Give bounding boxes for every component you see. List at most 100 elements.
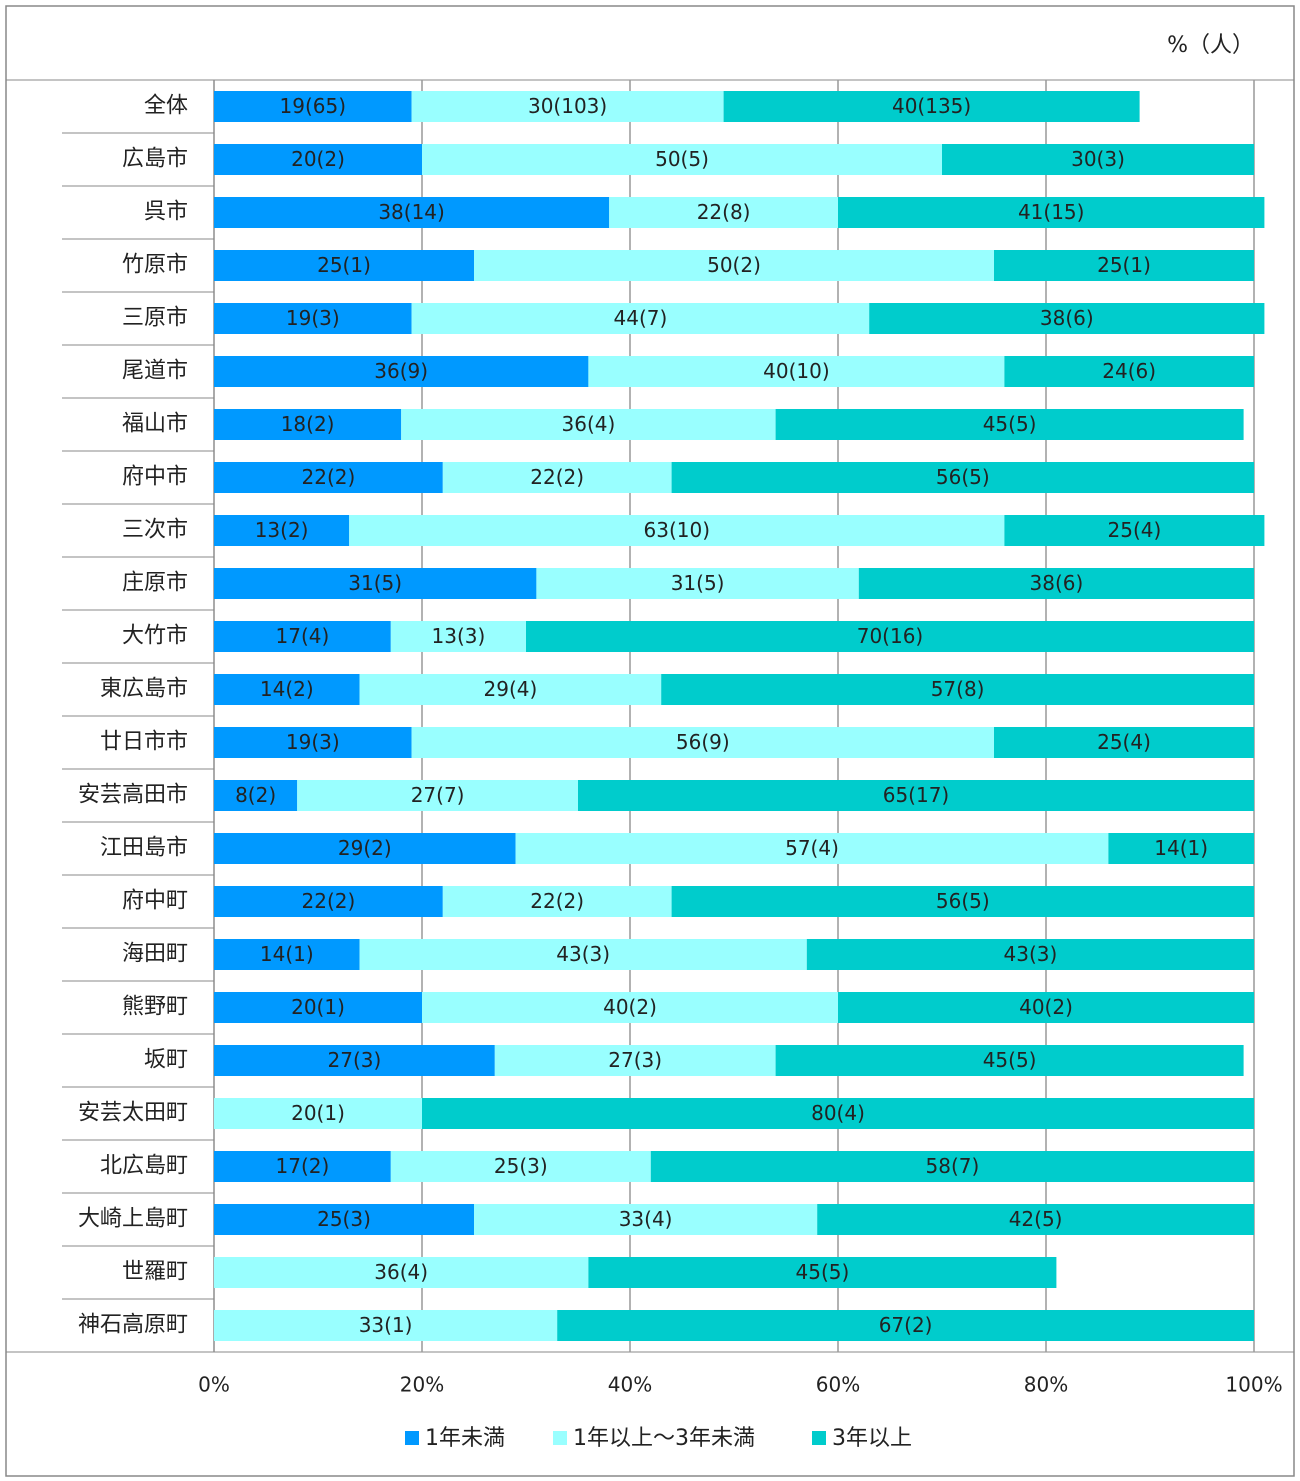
bar-segment <box>994 250 1254 281</box>
category-label: 坂町 <box>144 1048 188 1073</box>
bar-segment <box>578 780 1254 811</box>
data-label: 22(2) <box>302 889 356 913</box>
bar-segment <box>838 197 1265 228</box>
category-label: 竹原市 <box>122 253 188 278</box>
bar-segment <box>214 1257 589 1288</box>
legend-label: 1年未満 <box>425 1426 505 1451</box>
data-label: 27(3) <box>328 1048 382 1072</box>
bar-segment <box>526 621 1254 652</box>
bar-segment <box>214 144 422 175</box>
bar-segment <box>474 250 994 281</box>
data-label: 30(103) <box>528 94 607 118</box>
bar-segment <box>359 674 662 705</box>
data-label: 25(4) <box>1108 518 1162 542</box>
data-label: 33(4) <box>619 1207 673 1231</box>
data-label: 36(4) <box>562 412 616 436</box>
data-label: 18(2) <box>281 412 335 436</box>
bar-segment <box>422 1098 1254 1129</box>
data-label: 13(2) <box>255 518 309 542</box>
legend-swatch <box>812 1431 826 1445</box>
bar-segment <box>442 462 672 493</box>
frame <box>5 5 1295 1477</box>
bar-segment <box>817 1204 1254 1235</box>
data-label: 38(6) <box>1030 571 1084 595</box>
data-label: 38(6) <box>1040 306 1094 330</box>
data-label: 40(2) <box>1019 995 1073 1019</box>
category-label: 東広島市 <box>100 677 188 702</box>
bar-segment <box>494 1045 776 1076</box>
category-label: 安芸太田町 <box>78 1101 188 1126</box>
category-label: 呉市 <box>144 200 188 225</box>
bar-segment <box>214 1310 558 1341</box>
bar-segment <box>422 144 942 175</box>
data-label: 25(3) <box>317 1207 371 1231</box>
data-label: 17(4) <box>276 624 330 648</box>
legend-swatch <box>405 1431 419 1445</box>
data-label: 65(17) <box>883 783 950 807</box>
data-label: 14(2) <box>260 677 314 701</box>
bar-segment <box>214 727 412 758</box>
data-label: 50(5) <box>655 147 709 171</box>
data-label: 67(2) <box>879 1313 933 1337</box>
bar-segment <box>723 91 1140 122</box>
bar-segment <box>214 939 360 970</box>
bar-segment <box>515 833 1109 864</box>
bar-segment <box>588 356 1005 387</box>
bar-segment <box>390 1151 651 1182</box>
data-label: 25(4) <box>1097 730 1151 754</box>
data-label: 27(3) <box>608 1048 662 1072</box>
data-label: 43(3) <box>1004 942 1058 966</box>
bar-segment <box>214 250 474 281</box>
bar-segment <box>1004 515 1265 546</box>
bar-segment <box>214 1204 474 1235</box>
data-label: 36(9) <box>374 359 428 383</box>
bar-segment <box>1108 833 1254 864</box>
data-label: 25(3) <box>494 1154 548 1178</box>
data-label: 17(2) <box>276 1154 330 1178</box>
data-label: 33(1) <box>359 1313 413 1337</box>
legend-label: 3年以上 <box>832 1426 912 1451</box>
bar-segment <box>214 91 412 122</box>
category-label: 三原市 <box>122 306 188 331</box>
category-label: 安芸高田市 <box>78 783 188 808</box>
bar-segment <box>775 409 1244 440</box>
bar-segment <box>401 409 776 440</box>
data-label: 40(10) <box>763 359 830 383</box>
data-label: 27(7) <box>411 783 465 807</box>
data-label: 31(5) <box>671 571 725 595</box>
bar-segment <box>442 886 672 917</box>
data-label: 13(3) <box>432 624 486 648</box>
category-label: 全体 <box>144 94 188 119</box>
data-label: 41(15) <box>1018 200 1085 224</box>
data-label: 20(1) <box>291 1101 345 1125</box>
category-label: 神石高原町 <box>78 1313 188 1338</box>
category-label: 熊野町 <box>122 995 188 1020</box>
data-label: 22(8) <box>697 200 751 224</box>
bar-segment <box>214 197 610 228</box>
data-label: 63(10) <box>644 518 711 542</box>
data-label: 56(5) <box>936 465 990 489</box>
bar-segment <box>214 568 537 599</box>
bar-segment <box>214 780 298 811</box>
bar-segment <box>411 303 870 334</box>
data-label: 19(3) <box>286 730 340 754</box>
category-label: 府中町 <box>122 889 188 914</box>
category-label: 尾道市 <box>122 359 188 384</box>
data-label: 50(2) <box>707 253 761 277</box>
data-label: 29(4) <box>484 677 538 701</box>
data-label: 19(3) <box>286 306 340 330</box>
category-label: 三次市 <box>122 518 188 543</box>
category-label: 世羅町 <box>122 1260 188 1285</box>
data-label: 25(1) <box>1097 253 1151 277</box>
bar-segment <box>390 621 526 652</box>
data-label: 45(5) <box>796 1260 850 1284</box>
category-label: 福山市 <box>122 412 188 437</box>
bar-segment <box>858 568 1254 599</box>
data-label: 30(3) <box>1071 147 1125 171</box>
x-tick-label: 0% <box>198 1373 230 1397</box>
bar-segment <box>650 1151 1254 1182</box>
x-tick-label: 80% <box>1024 1373 1068 1397</box>
x-tick-label: 20% <box>400 1373 444 1397</box>
bar-segment <box>214 621 391 652</box>
bar-segment <box>411 727 995 758</box>
